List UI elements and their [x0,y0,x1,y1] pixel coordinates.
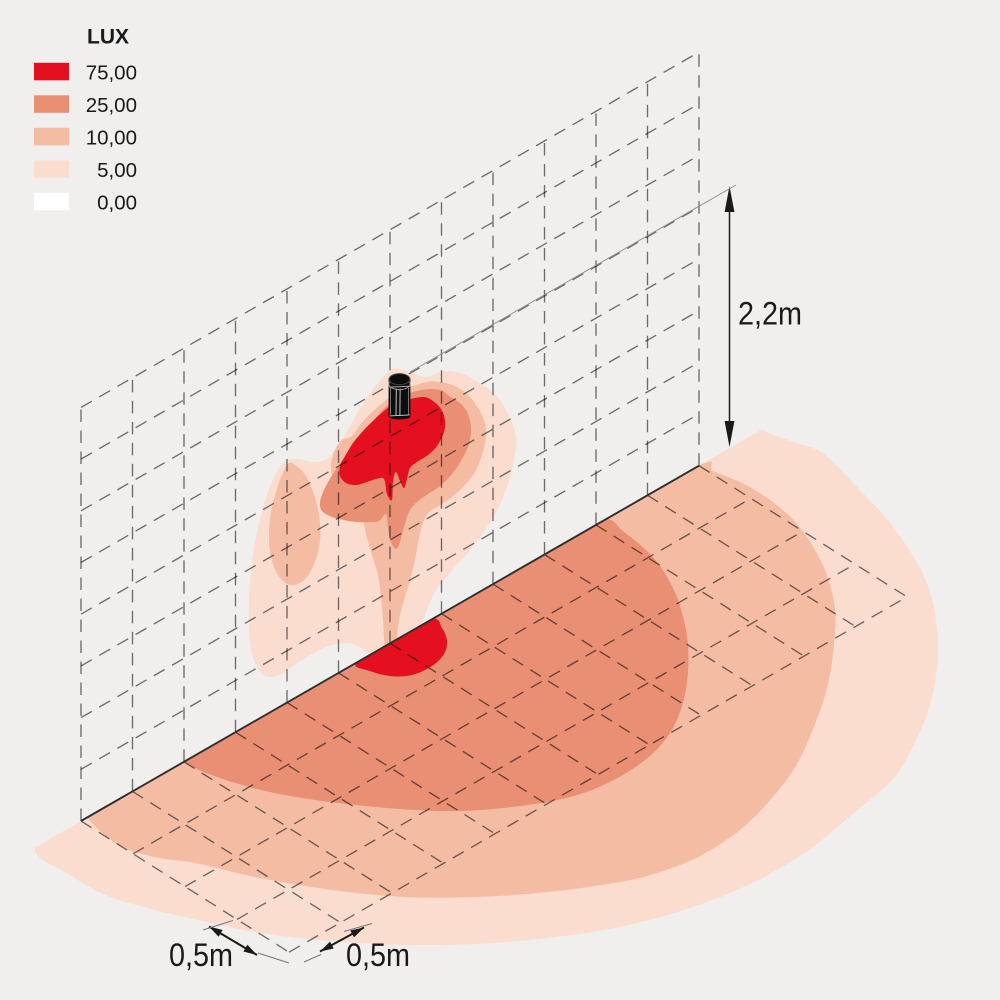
svg-text:75,00: 75,00 [86,61,137,84]
svg-text:10,00: 10,00 [86,126,137,149]
svg-text:25,00: 25,00 [86,94,137,117]
svg-text:5,00: 5,00 [97,159,137,182]
svg-text:LUX: LUX [87,26,129,49]
svg-text:0,5m: 0,5m [169,938,233,974]
svg-text:0,00: 0,00 [97,191,137,214]
svg-text:0,5m: 0,5m [346,938,410,974]
svg-text:2,2m: 2,2m [738,296,802,332]
